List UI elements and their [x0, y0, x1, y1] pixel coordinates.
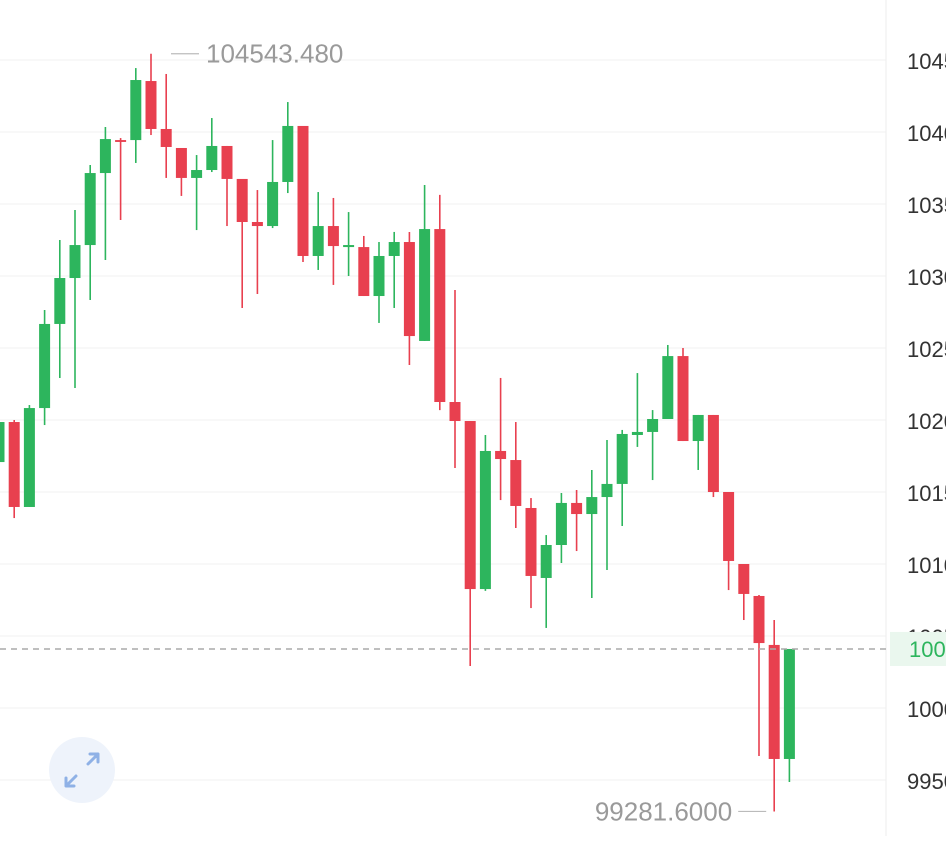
- annotation-label: 104543.480: [206, 39, 343, 69]
- candle-body: [221, 145, 233, 179]
- y-tick-label: 101000: [907, 553, 946, 578]
- y-tick-label: 100000: [907, 697, 946, 722]
- candle-body: [8, 422, 20, 507]
- candle-body: [631, 431, 643, 435]
- y-tick-label: 103500: [907, 193, 946, 218]
- candle-body: [251, 222, 263, 227]
- candle-body: [358, 247, 370, 297]
- last-price-label: 100410: [909, 637, 946, 662]
- last-price-tag: [890, 631, 946, 666]
- candle-body: [175, 147, 187, 178]
- candle-body: [297, 125, 309, 256]
- candle-body: [677, 356, 689, 442]
- candle-body: [403, 242, 415, 337]
- candle-body: [525, 507, 537, 576]
- candle-body: [206, 145, 218, 171]
- candle-body: [647, 418, 659, 432]
- candle-body: [419, 229, 431, 341]
- candle-body: [464, 421, 476, 590]
- candle-body: [510, 460, 522, 506]
- candle-body: [768, 644, 780, 759]
- candle-body: [0, 422, 5, 463]
- candle-body: [282, 125, 294, 182]
- candle-body: [23, 408, 35, 507]
- candle-body: [99, 139, 111, 174]
- candle-body: [707, 414, 719, 493]
- candle-body: [115, 140, 127, 142]
- candle-body: [540, 544, 552, 578]
- plot: [0, 53, 886, 812]
- candle-body: [738, 564, 750, 594]
- y-tick-label: 104500: [907, 49, 946, 74]
- y-tick-label: 99500: [907, 769, 946, 794]
- candle-body: [84, 173, 96, 246]
- candle-body: [495, 450, 507, 460]
- candle-body: [616, 433, 628, 484]
- candle-body: [601, 483, 613, 498]
- candle-body: [191, 170, 203, 178]
- candle-body: [236, 178, 248, 223]
- candle-body: [373, 255, 385, 297]
- candle-body: [69, 245, 81, 279]
- expand-circle[interactable]: [49, 737, 115, 803]
- candle-body: [54, 278, 66, 324]
- candle-body: [130, 80, 142, 141]
- candle-body: [434, 229, 446, 403]
- candle-body: [267, 181, 279, 227]
- candle-body: [662, 356, 674, 419]
- y-tick-label: 104000: [907, 121, 946, 146]
- candle-body: [327, 226, 339, 247]
- candle-body: [388, 242, 400, 256]
- candle-body: [723, 492, 735, 561]
- candle-body: [343, 245, 355, 248]
- expand-icon[interactable]: [64, 752, 100, 788]
- y-tick-label: 103000: [907, 265, 946, 290]
- candle-body: [160, 128, 172, 147]
- y-tick-label: 102500: [907, 337, 946, 362]
- candle-body: [312, 226, 324, 256]
- candle-body: [39, 323, 51, 409]
- expand-button[interactable]: [49, 737, 115, 803]
- candle-body: [555, 502, 567, 545]
- candle-body: [783, 648, 795, 759]
- candle-body: [449, 402, 461, 422]
- y-tick-label: 101500: [907, 481, 946, 506]
- candle-body: [145, 81, 157, 129]
- y-tick-label: 102000: [907, 409, 946, 434]
- candle-body: [753, 595, 765, 644]
- candle-body: [692, 414, 704, 442]
- candle-body: [586, 497, 598, 515]
- candle-body: [571, 502, 583, 515]
- candle-body: [479, 450, 491, 590]
- annotation-label: 99281.6000: [595, 796, 732, 826]
